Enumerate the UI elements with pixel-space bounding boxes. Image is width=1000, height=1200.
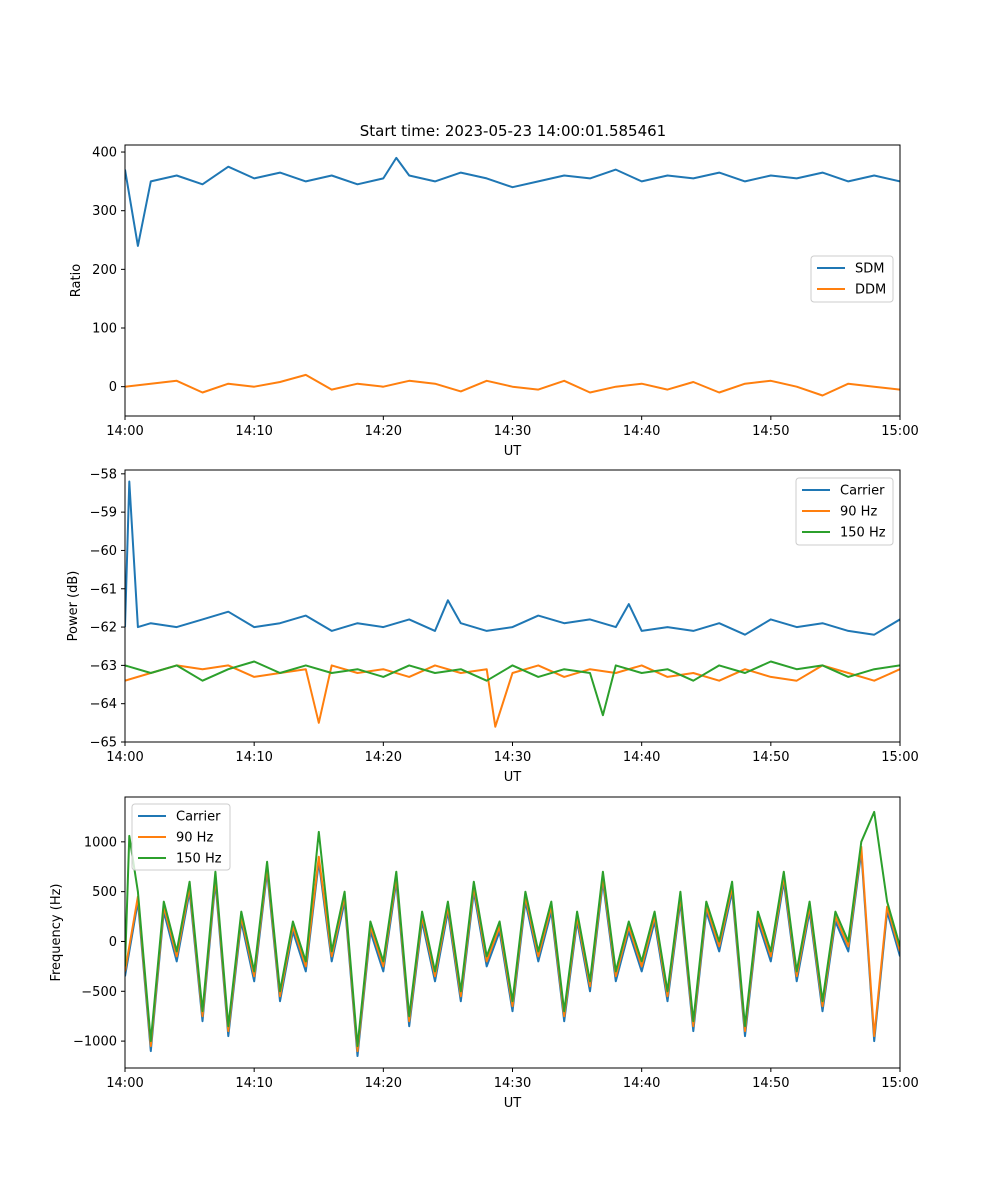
chart-2-ytick-label: −60 [90,544,117,559]
chart-3-legend: Carrier 90 Hz 150 Hz [131,803,231,871]
chart-3-legend-label: Carrier [176,810,221,825]
chart-2-xtick-label: 14:50 [752,750,789,765]
chart-1-xtick-label: 15:00 [881,424,918,439]
chart-3-ytick-label: 1000 [84,835,117,850]
chart-1-legend: SDM DDM [810,255,894,303]
chart-3-xlabel: UT [504,1096,522,1111]
chart-1: 14:00 14:10 14:20 14:30 14:40 14:50 15:00 0 100 2… [69,144,919,459]
chart-2-xtick-label: 14:20 [365,750,402,765]
chart-1-xtick-label: 14:20 [365,424,402,439]
chart-1-xtick-label: 14:50 [752,424,789,439]
chart-1-legend-label: DDM [855,283,886,298]
chart-3-xtick-label: 15:00 [881,1076,918,1091]
chart-3-xtick-label: 14:30 [494,1076,531,1091]
chart-1-ytick-label: 200 [92,263,117,278]
chart-2-xtick-label: 14:30 [494,750,531,765]
chart-2-ytick-label: −61 [90,582,117,597]
chart-1-series-ddm [125,373,900,397]
chart-1-xtick-label: 14:10 [235,424,272,439]
chart-3-xtick-label: 14:50 [752,1076,789,1091]
chart-2-ytick-label: −58 [90,467,117,482]
chart-2-ytick-label: −62 [90,621,117,636]
chart-2-xtick-label: 14:00 [106,750,143,765]
chart-2-ytick-label: −65 [90,736,117,751]
chart-2-legend-box [795,477,894,546]
chart-3-ytick-label: −500 [81,985,117,1000]
chart-2-series-150-hz [125,660,900,717]
chart-2-ytick-label: −64 [90,697,117,712]
chart-3-series-carrier [125,850,900,1057]
chart-3-legend-label: 150 Hz [176,852,222,867]
chart-2-xtick-label: 14:40 [623,750,660,765]
chart-2-xtick-label: 14:10 [235,750,272,765]
chart-3-ylabel: Frequency (Hz) [49,883,64,981]
chart-2-legend-label: Carrier [840,484,885,499]
chart-3-series-90-hz [125,845,900,1053]
chart-2-legend-label: 90 Hz [840,505,877,520]
chart-1-ytick-label: 400 [92,146,117,161]
chart-2-series-carrier [125,480,900,636]
chart-2-legend-label: 150 Hz [840,526,886,541]
chart-3-xtick-label: 14:40 [623,1076,660,1091]
chart-3-ytick-label: 0 [109,935,117,950]
chart-2-legend: Carrier 90 Hz 150 Hz [795,477,894,546]
chart-3-xtick-label: 14:20 [365,1076,402,1091]
chart-3-series-150-hz [125,810,900,1048]
chart-3-xtick-label: 14:10 [235,1076,272,1091]
chart-1-ytick-label: 0 [109,380,117,395]
figure-title: Start time: 2023-05-23 14:00:01.585461 [360,122,666,140]
axes-root: 14:00 14:10 14:20 14:30 14:40 14:50 15:00 0 100 2… [49,144,919,1111]
chart-1-legend-label: SDM [855,262,884,277]
chart-1-ytick-label: 100 [92,322,117,337]
chart-3-xtick-label: 14:00 [106,1076,143,1091]
chart-3-ytick-label: −1000 [73,1035,117,1050]
chart-2-ytick-label: −63 [90,659,117,674]
chart-1-xtick-label: 14:30 [494,424,531,439]
chart-1-ylabel: Ratio [69,264,84,297]
chart-2: 14:00 14:10 14:20 14:30 14:40 14:50 15:00 −65 −6… [66,467,919,785]
chart-2-xtick-label: 15:00 [881,750,918,765]
chart-1-ytick-label: 300 [92,204,117,219]
chart-3-legend-label: 90 Hz [176,831,213,846]
chart-2-xlabel: UT [504,770,522,785]
chart-1-series-sdm [125,156,900,247]
chart-2-ylabel: Power (dB) [66,571,81,642]
chart-3: 14:00 14:10 14:20 14:30 14:40 14:50 15:00 −1000… [49,796,919,1111]
chart-1-xlabel: UT [504,444,522,459]
chart-3-ytick-label: 500 [92,885,117,900]
chart-3-legend-box [131,803,231,871]
chart-1-xtick-label: 14:40 [623,424,660,439]
chart-2-ytick-label: −59 [90,506,117,521]
chart-2-series-90-hz [125,664,900,728]
chart-1-xtick-label: 14:00 [106,424,143,439]
